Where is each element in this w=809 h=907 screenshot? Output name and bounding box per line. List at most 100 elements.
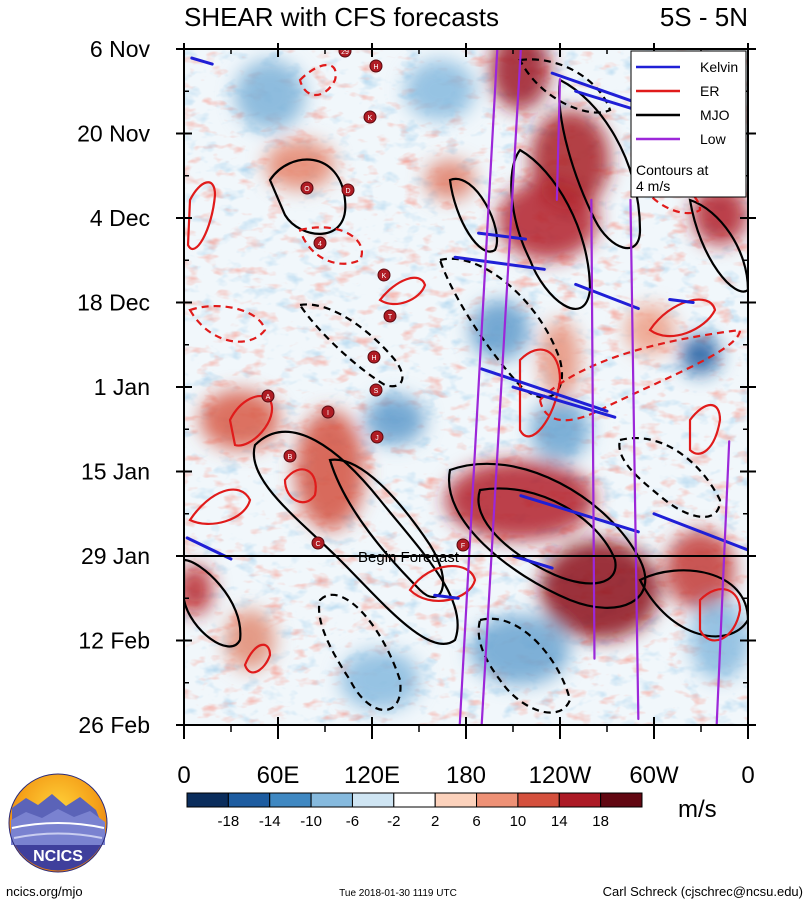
storm-marker-12: J <box>370 430 384 444</box>
colorbar-swatch-2 <box>269 792 312 808</box>
y-tick-label: 29 Jan <box>81 543 150 569</box>
y-tick-label: 4 Dec <box>90 205 150 231</box>
colorbar-swatch-0 <box>186 792 229 808</box>
storm-marker-label: B <box>288 454 293 461</box>
x-tick-label: 60W <box>629 762 679 789</box>
storm-marker-15: F <box>456 538 470 552</box>
storm-marker-9: S <box>369 383 383 397</box>
colorbar-tick-label: -14 <box>259 813 281 830</box>
series-kelvin-segment-1 <box>550 71 640 105</box>
series-kelvin-segment-12 <box>511 554 554 570</box>
colorbar-tick-label: -10 <box>300 813 322 830</box>
y-tick-label: 26 Feb <box>78 712 150 738</box>
storm-marker-label: S <box>374 388 379 395</box>
colorbar-units: m/s <box>678 796 717 823</box>
storm-marker-label: T <box>388 314 393 321</box>
chart-title: SHEAR with CFS forecasts <box>184 2 499 32</box>
storm-marker-7: T <box>383 309 397 323</box>
colorbar-swatch-5 <box>393 792 436 808</box>
colorbar-swatch-9 <box>558 792 602 808</box>
colorbar-swatch-6 <box>434 792 478 808</box>
series-kelvin-segment-8 <box>511 385 617 419</box>
colorbar-tick-label: 18 <box>592 813 609 830</box>
storm-marker-label: H <box>371 355 376 362</box>
series-kelvin-segment-13 <box>433 593 460 600</box>
storm-marker-2: K <box>363 110 377 124</box>
series-kelvin-segment-5 <box>574 282 640 311</box>
storm-marker-label: A <box>266 394 271 401</box>
x-tick-label: 0 <box>177 762 190 789</box>
storm-marker-label: I <box>327 410 329 417</box>
series-low-segment-1 <box>480 49 522 725</box>
storm-marker-8: H <box>367 350 381 364</box>
y-tick-label: 15 Jan <box>81 459 150 485</box>
logo-text: NCICS <box>33 848 83 865</box>
colorbar-swatch-8 <box>517 792 560 808</box>
colorbar-swatch-10 <box>600 792 643 808</box>
x-tick-label: 60E <box>257 762 300 789</box>
storm-marker-10: A <box>261 389 275 403</box>
x-tick-label: 180 <box>446 762 486 789</box>
storm-marker-label: O <box>304 186 310 193</box>
x-tick-label: 0 <box>741 762 754 789</box>
colorbar-tick-label: -2 <box>387 813 400 830</box>
storm-marker-11: I <box>321 405 335 419</box>
x-tick-label: 120W <box>529 762 592 789</box>
colorbar-tick-label: -6 <box>346 813 359 830</box>
storm-marker-label: F <box>461 543 465 550</box>
series-kelvin-segment-6 <box>668 297 695 304</box>
legend-note-line2: 4 m/s <box>636 178 670 194</box>
series-kelvin-segment-10 <box>652 512 748 552</box>
colorbar-tick-label: -18 <box>218 813 240 830</box>
storm-marker-label: 29 <box>341 49 349 56</box>
y-axis: 6 Nov 20 Nov 4 Dec 18 Dec 1 Jan 15 Jan 29 Jan 1… <box>77 36 756 738</box>
y-tick-label: 1 Jan <box>94 374 150 400</box>
storm-marker-label: H <box>373 64 378 71</box>
series-low-segment-0 <box>458 49 499 725</box>
x-tick-label: 120E <box>344 762 400 789</box>
storm-marker-label: J <box>375 435 379 442</box>
footer-left[interactable]: ncics.org/mjo <box>6 884 83 899</box>
series-low-segment-5 <box>715 440 731 725</box>
storm-marker-13: B <box>283 449 297 463</box>
y-tick-label: 12 Feb <box>78 628 150 654</box>
series-kelvin-segment-0 <box>190 56 214 66</box>
legend-label-kelvin: Kelvin <box>700 59 738 75</box>
legend-label-low: Low <box>700 131 727 147</box>
series-kelvin-segment-9 <box>519 494 640 534</box>
colorbar-swatch-3 <box>310 792 353 808</box>
y-tick-label: 18 Dec <box>77 290 150 316</box>
series-low-segment-4 <box>629 198 640 721</box>
x-axis: 0 60E 120E 180 120W 60W 0 <box>177 43 755 789</box>
series-low-segment-3 <box>590 198 596 660</box>
legend-label-mjo: MJO <box>700 107 730 123</box>
storm-marker-0: 29 <box>338 49 352 58</box>
storm-marker-14: C <box>311 536 325 550</box>
legend-note-line1: Contours at <box>636 162 708 178</box>
storm-marker-label: 4 <box>318 241 322 248</box>
region-label: 5S - 5N <box>660 2 748 32</box>
colorbar-swatch-1 <box>227 792 271 808</box>
colorbar-swatch-4 <box>351 792 395 808</box>
storm-marker-label: C <box>315 541 320 548</box>
y-tick-label: 20 Nov <box>77 121 150 147</box>
begin-forecast-label: Begin Forecast <box>358 549 460 566</box>
legend: Kelvin ER MJO Low Contours at 4 m/s <box>630 50 747 198</box>
colorbar-swatch-7 <box>476 792 519 808</box>
colorbar-tick-label: 14 <box>551 813 568 830</box>
ncics-logo: NCICS <box>8 773 108 873</box>
storm-marker-label: D <box>345 188 350 195</box>
colorbar: -18 -14 -10 -6 -2 2 6 10 14 18 <box>186 792 643 830</box>
storm-marker-1: H <box>369 59 383 73</box>
storm-marker-5: 4 <box>313 236 327 250</box>
storm-marker-label: K <box>368 115 373 122</box>
legend-label-er: ER <box>700 83 719 99</box>
footer-credit: Carl Schreck (cjschrec@ncsu.edu) <box>603 884 803 899</box>
colorbar-tick-label: 2 <box>431 813 439 830</box>
y-tick-label: 6 Nov <box>90 36 151 62</box>
storm-marker-4: D <box>341 183 355 197</box>
colorbar-tick-label: 10 <box>510 813 527 830</box>
series-kelvin-segment-4 <box>453 255 546 271</box>
footer-timestamp: Tue 2018-01-30 1119 UTC <box>339 888 457 899</box>
